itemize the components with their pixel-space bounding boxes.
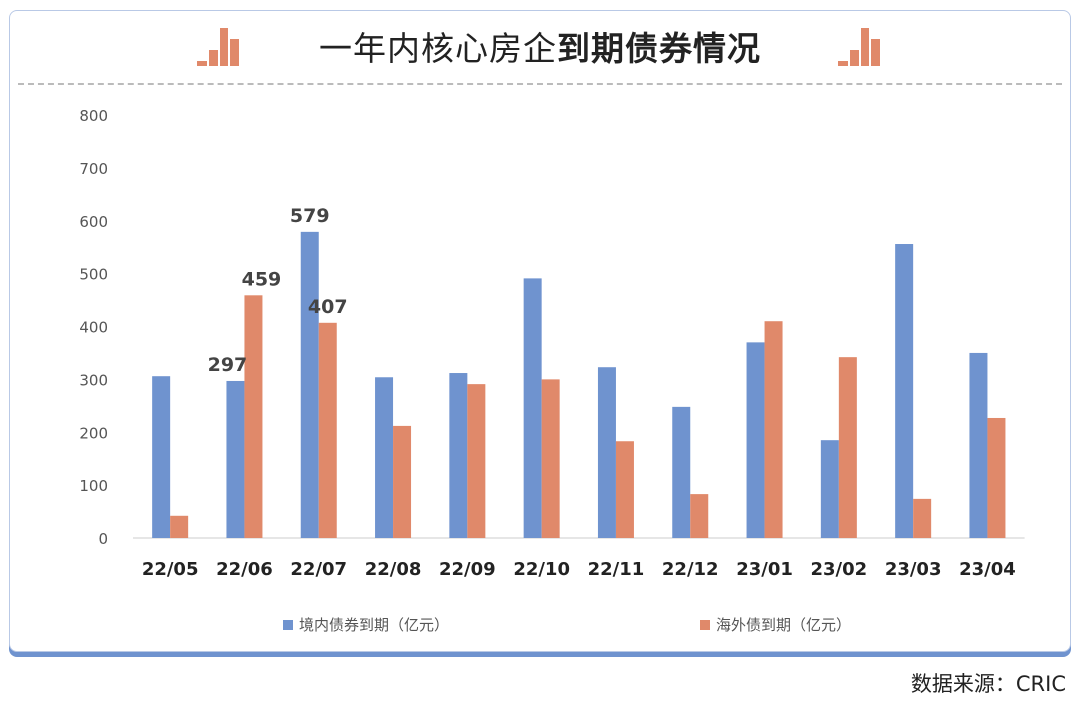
title-bold: 到期债券情况 (557, 29, 761, 68)
bar-overseas (764, 321, 783, 538)
bar-overseas (318, 322, 337, 538)
bar-domestic (672, 406, 691, 538)
bar-chart-icon (197, 28, 241, 72)
bar-overseas (170, 515, 189, 538)
y-tick-label: 0 (98, 530, 108, 548)
source-note: 数据来源：CRIC (910, 672, 1066, 696)
bar-overseas (690, 494, 709, 538)
y-tick-label: 600 (79, 213, 108, 231)
bar-domestic (597, 367, 616, 538)
data-label: 579 (290, 205, 330, 227)
bar-overseas (244, 295, 263, 538)
bar-domestic (152, 376, 171, 538)
y-tick-label: 200 (79, 424, 108, 442)
x-tick-label: 23/04 (959, 559, 1016, 580)
x-tick-label: 22/10 (513, 559, 570, 580)
bar-domestic (449, 373, 468, 538)
legend-label: 海外债到期（亿元） (716, 616, 851, 634)
bar-domestic (895, 244, 914, 538)
data-label: 407 (308, 296, 348, 318)
x-tick-label: 23/01 (736, 559, 793, 580)
data-label: 459 (242, 268, 282, 290)
bar-domestic (300, 231, 319, 538)
x-tick-label: 22/06 (216, 559, 273, 580)
bar-overseas (913, 498, 932, 538)
data-label: 297 (208, 354, 248, 376)
bar-domestic (226, 380, 245, 538)
bar-overseas (987, 417, 1006, 538)
bar-domestic (375, 377, 394, 538)
legend-swatch (283, 620, 293, 630)
bar-domestic (746, 342, 765, 538)
bar-domestic (523, 278, 542, 538)
x-tick-label: 22/08 (365, 559, 422, 580)
y-tick-label: 400 (79, 319, 108, 337)
bar-domestic (969, 352, 988, 538)
x-tick-label: 22/11 (588, 559, 645, 580)
y-tick-label: 800 (79, 107, 108, 125)
x-tick-label: 22/09 (439, 559, 496, 580)
legend-label: 境内债券到期（亿元） (299, 616, 449, 634)
bar-overseas (615, 441, 634, 538)
bar-overseas (541, 379, 560, 538)
chart-title: 一年内核心房企到期债券情况 (0, 22, 1080, 70)
divider (18, 83, 1062, 85)
x-tick-label: 22/12 (662, 559, 719, 580)
y-tick-label: 700 (79, 160, 108, 178)
title-normal: 一年内核心房企 (319, 29, 557, 68)
x-tick-label: 22/07 (290, 559, 347, 580)
bar-overseas (838, 357, 857, 538)
y-tick-label: 500 (79, 266, 108, 284)
legend-swatch (700, 620, 710, 630)
bar-overseas (467, 384, 486, 538)
y-tick-label: 300 (79, 371, 108, 389)
bar-overseas (393, 425, 412, 538)
bar-chart-icon (838, 28, 882, 72)
bar-domestic (820, 440, 839, 538)
x-tick-label: 22/05 (142, 559, 199, 580)
y-tick-label: 100 (79, 477, 108, 495)
x-tick-label: 23/03 (885, 559, 942, 580)
x-tick-label: 23/02 (811, 559, 868, 580)
